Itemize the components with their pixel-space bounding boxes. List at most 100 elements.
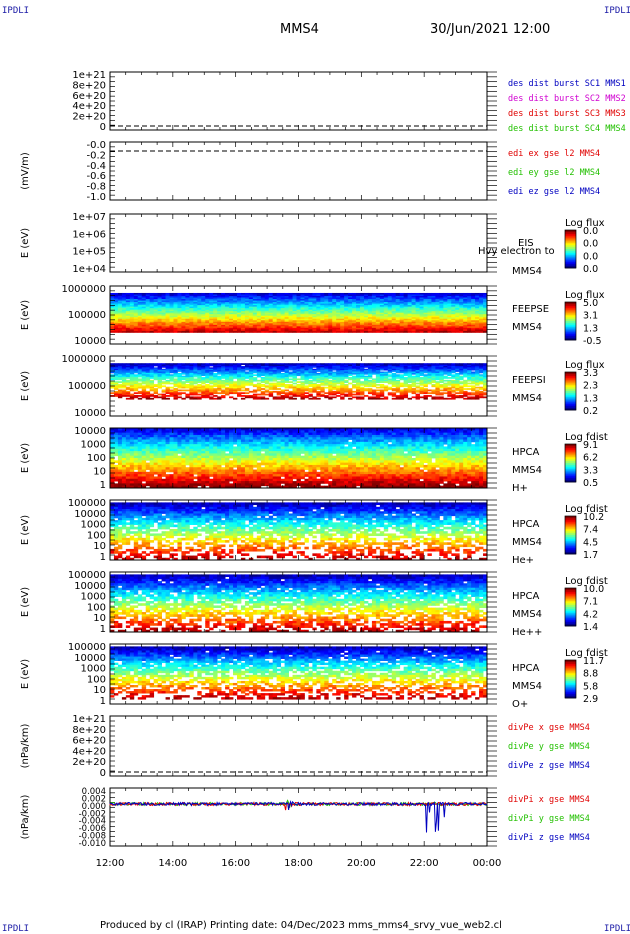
p3-ytick-label: 1e+06	[72, 229, 106, 240]
p10-minor-ticks	[109, 715, 497, 777]
corner-tag-left: IPDLI	[2, 6, 30, 16]
p1-ytick-label: 2e+20	[72, 112, 106, 123]
p9-ytick-label: 10	[93, 685, 106, 696]
p6-cbar-title: Log fdist	[565, 432, 608, 443]
p7-ytick-label: 10000	[74, 509, 106, 520]
p11-trace-2	[109, 800, 488, 833]
p2-legend-entry: edi ey gse l2 MMS4	[508, 168, 600, 178]
p8-side-label: MMS4	[512, 609, 542, 620]
p4-cbar-tick: 3.1	[583, 311, 598, 322]
p6-ylabel: E (eV)	[20, 443, 31, 473]
p4-side-label: FEEPSE	[512, 304, 549, 315]
p11-ytick-label: 0.000	[82, 802, 106, 812]
p5-cbar-title: Log flux	[565, 360, 605, 371]
p1-legend-entry: des dist burst SC2 MMS2	[508, 94, 626, 104]
p3-cbar-tick: 0.0	[583, 264, 598, 275]
p11-ytick-label: -0.002	[79, 809, 106, 819]
p5-colorbar	[564, 371, 577, 411]
p5-ylabel: E (eV)	[20, 371, 31, 401]
p7-colorbar	[564, 515, 577, 555]
p1-frame	[109, 71, 488, 131]
p6-cbar-tick: 9.1	[583, 440, 598, 451]
p9-ytick-label: 100000	[68, 642, 106, 653]
p9-ytick-label: 1	[100, 696, 106, 707]
p10-legend-entry: divPe x gse MMS4	[508, 723, 590, 733]
spacecraft-title: MMS4	[280, 22, 319, 37]
p7-cbar-tick: 4.5	[583, 537, 598, 548]
p6-spectrogram	[110, 428, 488, 489]
p3-cbar-title: Log flux	[565, 218, 605, 229]
x-tick-label: 12:00	[96, 858, 125, 869]
p11-ytick-label: 0.004	[82, 787, 106, 797]
p5-cbar-tick: 1.3	[583, 393, 598, 404]
p4-cbar-title: Log flux	[565, 290, 605, 301]
p9-side-label: MMS4	[512, 681, 542, 692]
p10-frame	[109, 715, 488, 777]
p3-frame	[109, 213, 488, 273]
p7-ylabel: E (eV)	[20, 515, 31, 545]
p5-side-label: FEEPSI	[512, 375, 546, 386]
corner-tag-bottom-right: IPDLI	[604, 924, 630, 934]
p11-legend-entry: divPi y gse MMS4	[508, 814, 590, 824]
p5-ytick-label: 10000	[74, 408, 106, 419]
p9-cbar-title: Log fdist	[565, 648, 608, 659]
p9-colorbar	[564, 659, 577, 699]
p7-minor-ticks	[109, 499, 497, 561]
p6-ytick-label: 1000	[81, 440, 106, 451]
p6-side-label: HPCA	[512, 447, 540, 458]
p7-cbar-tick: 10.2	[583, 512, 604, 523]
p7-ytick-label: 100000	[68, 498, 106, 509]
p5-ytick-label: 100000	[68, 381, 106, 392]
p3-minor-ticks	[109, 213, 497, 273]
p2-ytick-label: -0.0	[86, 140, 106, 151]
p5-side-label: MMS4	[512, 393, 542, 404]
p7-cbar-tick: 7.4	[583, 525, 598, 536]
p8-ytick-label: 10	[93, 613, 106, 624]
p8-ytick-label: 100	[87, 602, 106, 613]
x-tick-label: 18:00	[284, 858, 313, 869]
p2-ytick-label: -0.2	[86, 150, 106, 161]
p6-cbar-tick: 3.3	[583, 465, 598, 476]
p6-cbar-tick: 6.2	[583, 453, 598, 464]
p8-minor-ticks	[109, 571, 497, 633]
p10-ytick-label: 1e+21	[72, 714, 106, 725]
p8-ytick-label: 10000	[74, 581, 106, 592]
p4-colorbar	[564, 301, 577, 341]
p8-cbar-tick: 10.0	[583, 584, 604, 595]
p8-cbar-tick: 7.1	[583, 597, 598, 608]
p3-ylabel: E (eV)	[20, 228, 31, 258]
p4-cbar-tick: 5.0	[583, 298, 598, 309]
p5-cbar-tick: 0.2	[583, 406, 598, 417]
p9-side-label: HPCA	[512, 663, 540, 674]
p4-cbar-tick: 1.3	[583, 323, 598, 334]
p7-ytick-label: 1	[100, 552, 106, 563]
corner-tag-bottom-left: IPDLI	[2, 924, 30, 934]
p2-legend-entry: edi ex gse l2 MMS4	[508, 149, 600, 159]
p6-ytick-label: 10000	[74, 426, 106, 437]
p9-minor-ticks	[109, 643, 497, 705]
p4-ytick-label: 10000	[74, 336, 106, 347]
p9-cbar-tick: 2.9	[583, 694, 598, 705]
p2-legend-entry: edi ez gse l2 MMS4	[508, 187, 600, 197]
p8-cbar-title: Log fdist	[565, 576, 608, 587]
p7-cbar-title: Log fdist	[565, 504, 608, 515]
p4-cbar-tick: -0.5	[583, 336, 602, 347]
p9-ytick-label: 1000	[81, 664, 106, 675]
p8-side-label: HPCA	[512, 591, 540, 602]
p8-ytick-label: 100000	[68, 570, 106, 581]
p6-cbar-tick: 0.5	[583, 478, 598, 489]
p7-ytick-label: 100	[87, 530, 106, 541]
p1-ytick-label: 1e+21	[72, 70, 106, 81]
x-tick-label: 22:00	[410, 858, 439, 869]
p3-cbar-tick: 0.0	[583, 226, 598, 237]
x-tick-label: 16:00	[221, 858, 250, 869]
p5-cbar-tick: 3.3	[583, 368, 598, 379]
p10-ytick-label: 4e+20	[72, 746, 106, 757]
p6-ytick-label: 10	[93, 467, 106, 478]
p9-cbar-tick: 11.7	[583, 656, 604, 667]
p10-ytick-label: 2e+20	[72, 757, 106, 768]
p4-ytick-label: 100000	[68, 310, 106, 321]
p4-ytick-label: 1000000	[61, 284, 106, 295]
p1-ytick-label: 4e+20	[72, 101, 106, 112]
p11-frame	[109, 787, 488, 847]
